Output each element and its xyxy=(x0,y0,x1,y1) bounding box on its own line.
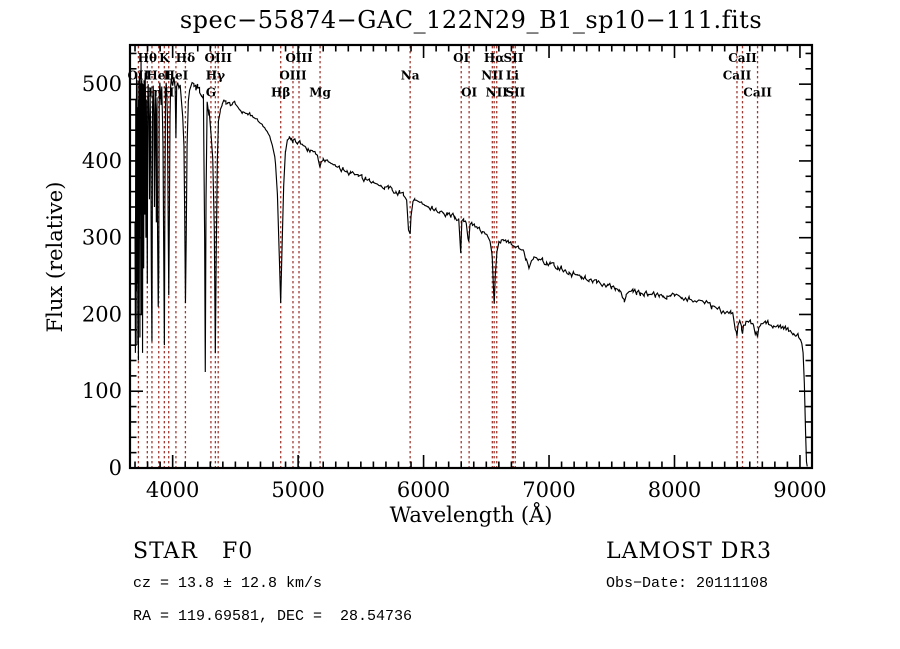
x-axis-title: Wavelength (Å) xyxy=(390,502,553,527)
line-label-OIII: OIII xyxy=(279,69,307,83)
line-label-OI: OI xyxy=(461,86,477,100)
line-label-H: H xyxy=(163,86,174,100)
line-label-Hθ: Hθ xyxy=(138,51,157,65)
axes-frame xyxy=(128,43,814,470)
line-label-HeI: HeI xyxy=(164,69,189,83)
line-label-OII: OII xyxy=(128,69,150,83)
line-label-Hγ: Hγ xyxy=(206,69,225,83)
object-class-label: STAR F0 xyxy=(133,539,254,564)
line-label-NII: NII xyxy=(481,69,504,83)
y-tick-label: 200 xyxy=(82,302,122,326)
cz-value: cz = 13.8 ± 12.8 km/s xyxy=(133,575,323,592)
survey-release-label: LAMOST DR3 xyxy=(606,539,772,564)
obs-date-label: Obs−Date: 20111108 xyxy=(606,575,769,592)
line-label-SII: SII xyxy=(503,51,523,65)
line-label-SII: SII xyxy=(505,86,525,100)
x-tick-label: 5000 xyxy=(271,478,324,502)
y-tick-label: 100 xyxy=(82,379,122,403)
axis-tick-labels: 4000 5000 6000 7000 8000 9000 0 100 200 300 400 500 xyxy=(82,72,827,502)
line-label-Na: Na xyxy=(401,69,420,83)
x-tick-label: 8000 xyxy=(648,478,701,502)
line-label-OIII: OIII xyxy=(205,51,233,65)
spectral-line-markers xyxy=(137,46,759,467)
line-label-Mg: Mg xyxy=(309,86,331,100)
x-tick-label: 4000 xyxy=(146,478,199,502)
line-label-HeI: HeI xyxy=(146,69,171,83)
line-label-Hα: Hα xyxy=(484,51,505,65)
line-label-G: G xyxy=(206,86,216,100)
line-label-Hδ: Hδ xyxy=(176,51,195,65)
ra-dec-value: RA = 119.69581, DEC = 28.54736 xyxy=(133,608,413,625)
line-label-CaII: CaII xyxy=(723,69,752,83)
line-label-OIII: OIII xyxy=(285,51,313,65)
spectral-line-labels: OIIHθHηHeIKHHeIHδGHγOIIIHβOIIIOIIIMgNaOI… xyxy=(128,51,773,100)
y-tick-label: 500 xyxy=(82,72,122,96)
y-tick-label: 300 xyxy=(82,226,122,250)
plot-title: spec−55874−GAC_122N29_B1_sp10−111.fits xyxy=(179,6,763,34)
y-axis-title: Flux (relative) xyxy=(43,182,67,333)
y-tick-label: 400 xyxy=(82,149,122,173)
line-label-NII: NII xyxy=(486,86,509,100)
x-tick-label: 7000 xyxy=(522,478,575,502)
line-label-Li: Li xyxy=(506,69,519,83)
spectrum-flux-path xyxy=(134,57,808,467)
x-tick-label: 9000 xyxy=(773,478,826,502)
spectrum-trace xyxy=(134,57,808,467)
y-tick-label: 0 xyxy=(109,456,122,480)
x-tick-label: 6000 xyxy=(397,478,450,502)
plot-border xyxy=(128,43,814,470)
line-label-CaII: CaII xyxy=(743,86,772,100)
line-label-Hβ: Hβ xyxy=(271,86,290,100)
line-label-K: K xyxy=(159,51,170,65)
line-label-OI: OI xyxy=(453,51,469,65)
line-label-Hη: Hη xyxy=(142,86,162,100)
line-label-CaII: CaII xyxy=(728,51,757,65)
